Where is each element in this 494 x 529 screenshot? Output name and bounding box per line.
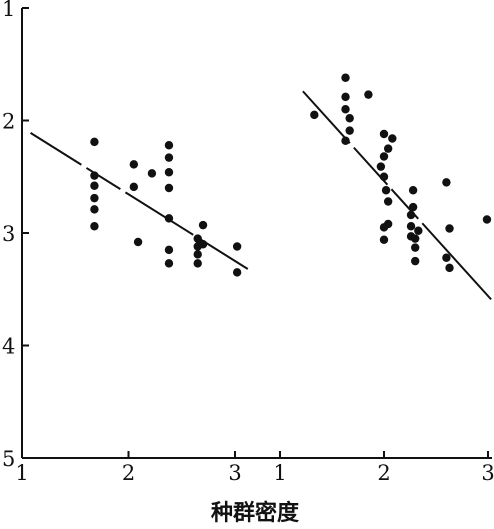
y-tick-label-1: 1 bbox=[2, 0, 15, 21]
data-point-p2-30 bbox=[442, 253, 451, 262]
x-tick-label-p2-2: 2 bbox=[377, 461, 390, 485]
x-axis-label: 种群密度 bbox=[211, 500, 300, 526]
data-point-p1-10 bbox=[164, 141, 174, 150]
data-point-p2-28 bbox=[414, 226, 423, 235]
data-point-p1-20 bbox=[193, 250, 202, 259]
data-point-p1-11 bbox=[164, 153, 174, 162]
data-point-p2-14 bbox=[388, 134, 397, 143]
x-tick-label-p1-1: 1 bbox=[15, 461, 28, 485]
data-point-p2-33 bbox=[482, 215, 492, 224]
data-point-p2-27 bbox=[411, 256, 420, 266]
data-point-p2-25 bbox=[411, 234, 420, 243]
data-point-p2-23 bbox=[406, 222, 416, 231]
data-point-p1-12 bbox=[164, 168, 174, 177]
y-tick-label-3: 3 bbox=[2, 222, 15, 246]
data-point-p2-6 bbox=[345, 114, 354, 123]
data-point-p1-1 bbox=[90, 137, 99, 147]
trend-lines bbox=[29, 90, 492, 301]
data-point-p1-23 bbox=[198, 240, 208, 249]
data-point-p1-7 bbox=[129, 160, 139, 169]
data-point-p1-21 bbox=[193, 259, 202, 268]
data-point-p2-11 bbox=[379, 152, 389, 161]
data-point-p2-32 bbox=[445, 263, 454, 273]
data-point-p2-22 bbox=[406, 210, 416, 220]
x-tick-label-p2-1: 1 bbox=[273, 461, 286, 485]
data-point-p1-25 bbox=[232, 268, 242, 277]
data-point-p2-29 bbox=[442, 178, 451, 187]
data-point-p2-7 bbox=[345, 126, 354, 135]
trend-line-panel-2 bbox=[302, 90, 492, 301]
data-point-p1-13 bbox=[164, 183, 174, 193]
data-point-p2-2 bbox=[341, 73, 350, 82]
data-point-p1-6 bbox=[90, 222, 99, 231]
data-point-p2-1 bbox=[310, 110, 319, 120]
data-point-p1-18 bbox=[193, 234, 202, 243]
data-point-p1-15 bbox=[164, 214, 174, 223]
data-point-p2-5 bbox=[341, 136, 350, 145]
data-point-p2-8 bbox=[364, 90, 373, 99]
x-tick-label-p1-2: 2 bbox=[122, 461, 135, 485]
data-point-p2-19 bbox=[379, 235, 389, 244]
data-point-p1-24 bbox=[232, 242, 242, 251]
data-point-p2-4 bbox=[341, 105, 350, 114]
y-tick-label-2: 2 bbox=[2, 110, 15, 134]
data-point-p1-14 bbox=[133, 237, 143, 247]
data-point-p2-31 bbox=[445, 224, 454, 233]
data-point-p2-20 bbox=[408, 186, 418, 195]
y-tick-label-4: 4 bbox=[2, 335, 15, 359]
data-point-p1-17 bbox=[164, 259, 174, 268]
data-point-p2-21 bbox=[408, 202, 418, 212]
data-points bbox=[90, 73, 492, 277]
data-point-p1-4 bbox=[90, 193, 99, 203]
data-point-p2-9 bbox=[376, 162, 386, 171]
data-point-p2-10 bbox=[379, 129, 389, 139]
data-point-p1-8 bbox=[129, 182, 139, 192]
y-tick-label-5: 5 bbox=[2, 447, 15, 471]
data-point-p2-12 bbox=[379, 172, 389, 181]
data-point-p1-5 bbox=[90, 205, 99, 214]
data-point-p1-9 bbox=[147, 169, 157, 178]
data-point-p1-22 bbox=[198, 220, 208, 230]
data-point-p2-26 bbox=[411, 243, 420, 252]
data-point-p2-3 bbox=[341, 92, 350, 102]
data-point-p2-18 bbox=[379, 223, 389, 232]
x-tick-label-p1-3: 3 bbox=[228, 461, 241, 485]
data-point-p2-15 bbox=[381, 186, 391, 195]
data-point-p1-16 bbox=[164, 245, 174, 255]
data-point-p1-3 bbox=[90, 181, 99, 190]
data-point-p2-13 bbox=[383, 144, 393, 153]
trend-line-panel-1 bbox=[29, 132, 249, 270]
data-point-p1-2 bbox=[90, 171, 99, 180]
x-tick-label-p2-3: 3 bbox=[481, 461, 494, 485]
data-point-p2-16 bbox=[383, 197, 393, 206]
